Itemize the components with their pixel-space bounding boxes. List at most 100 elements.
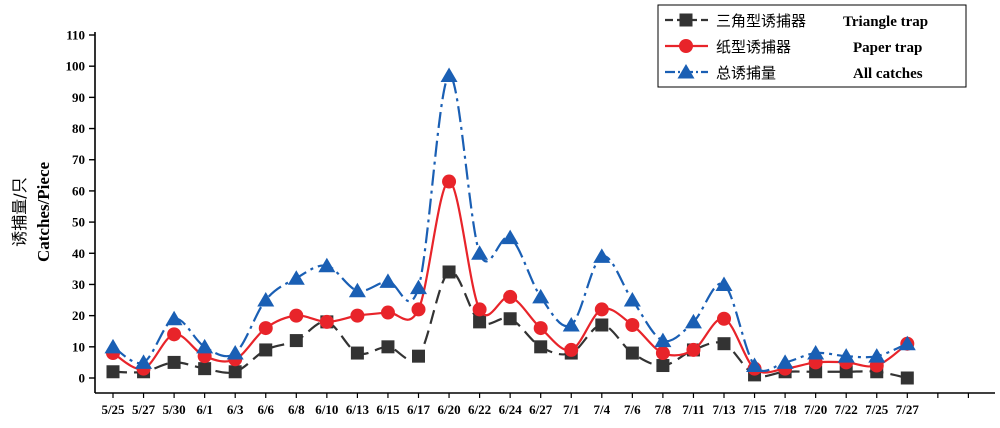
- y-tick-label-40: 40: [72, 246, 85, 261]
- data-point-all-catches-6-24: [501, 229, 519, 245]
- x-tick-label-5-25: 5/25: [101, 402, 125, 417]
- data-point-all-catches-5-27: [135, 354, 153, 369]
- legend-label-cn-triangle-trap: 三角型诱捕器: [716, 12, 806, 30]
- data-point-all-catches-6-17: [410, 279, 427, 295]
- data-point-paper-trap-6-10: [319, 314, 334, 329]
- data-point-paper-trap-7-8: [655, 346, 670, 361]
- data-point-all-catches-7-15: [746, 357, 764, 373]
- series-line-paper-trap: [112, 180, 908, 374]
- x-tick-label-6-27: 6/27: [529, 402, 553, 417]
- x-tick-label-6-20: 6/20: [437, 402, 460, 417]
- data-point-all-catches-7-1: [562, 316, 580, 332]
- data-point-triangle-trap-5-30: [167, 355, 181, 369]
- x-tick-label-7-27: 7/27: [896, 402, 920, 417]
- x-tick-label-7-18: 7/18: [774, 402, 798, 417]
- y-axis-title-en: Catches/Piece: [34, 162, 53, 263]
- data-point-paper-trap-6-20: [442, 174, 457, 189]
- y-tick-label-90: 90: [72, 90, 85, 105]
- y-tick-label-10: 10: [72, 339, 85, 354]
- data-point-all-catches-7-6: [623, 292, 641, 307]
- series-line-triangle-trap: [112, 270, 908, 380]
- data-point-all-catches-7-11: [684, 313, 702, 329]
- data-point-paper-trap-6-17: [411, 302, 426, 317]
- x-tick-label-5-27: 5/27: [132, 402, 156, 417]
- data-point-paper-trap-6-8: [289, 308, 304, 323]
- series-triangle-trap: [106, 265, 914, 385]
- data-point-all-catches-6-15: [379, 273, 397, 288]
- data-point-all-catches-6-8: [287, 270, 305, 285]
- legend-sample-all-catches: [665, 64, 708, 79]
- data-point-all-catches-7-8: [654, 332, 672, 348]
- x-tick-label-6-3: 6/3: [227, 402, 244, 417]
- data-point-paper-trap-7-11: [686, 342, 701, 357]
- y-tick-label-70: 70: [72, 152, 85, 167]
- x-tick-label-6-22: 6/22: [468, 402, 491, 417]
- data-point-paper-trap-6-13: [350, 308, 365, 323]
- data-point-paper-trap-6-22: [472, 302, 487, 317]
- x-tick-label-7-15: 7/15: [743, 402, 767, 417]
- x-tick-label-7-1: 7/1: [563, 402, 580, 417]
- legend-item-triangle-trap: 三角型诱捕器 Triangle trap: [665, 12, 928, 30]
- data-point-triangle-trap-6-24: [503, 312, 517, 326]
- y-tick-label-100: 100: [66, 59, 86, 74]
- data-point-all-catches-6-10: [318, 257, 336, 273]
- y-tick-label-30: 30: [72, 277, 85, 292]
- data-point-all-catches-5-30: [165, 310, 183, 326]
- data-point-all-catches-7-4: [593, 248, 611, 263]
- data-point-paper-trap-7-1: [564, 342, 579, 357]
- legend-sample-triangle-trap: [665, 13, 708, 27]
- data-point-triangle-trap-7-27: [900, 371, 914, 385]
- series-line-all-catches: [112, 74, 908, 372]
- data-point-all-catches-6-27: [532, 288, 550, 304]
- legend-sample-paper-trap: [665, 39, 708, 53]
- data-point-triangle-trap-5-25: [106, 365, 120, 379]
- data-point-triangle-trap-6-22: [473, 315, 487, 329]
- series-paper-trap: [106, 174, 915, 376]
- x-tick-label-5-30: 5/30: [163, 402, 186, 417]
- data-point-all-catches-7-25: [868, 348, 886, 363]
- legend-label-en-triangle-trap: Triangle trap: [843, 14, 928, 30]
- x-tick-label-7-22: 7/22: [835, 402, 858, 417]
- x-tick-label-7-8: 7/8: [655, 402, 672, 417]
- legend-item-all-catches: 总诱捕量 All catches: [665, 64, 923, 82]
- data-point-all-catches-7-18: [776, 354, 794, 369]
- legend-label-en-all-catches: All catches: [853, 66, 923, 82]
- axes: [94, 32, 995, 394]
- legend-marker-triangle-trap: [679, 13, 693, 27]
- data-point-triangle-trap-6-27: [534, 340, 548, 354]
- data-point-all-catches-6-22: [471, 245, 489, 260]
- x-tick-label-7-6: 7/6: [624, 402, 641, 417]
- data-point-all-catches-6-3: [226, 345, 244, 360]
- x-tick-label-6-24: 6/24: [499, 402, 523, 417]
- data-point-triangle-trap-6-17: [412, 349, 425, 363]
- data-point-triangle-trap-6-13: [350, 346, 364, 360]
- data-point-triangle-trap-7-6: [625, 346, 639, 360]
- x-tick-label-7-20: 7/20: [804, 402, 827, 417]
- data-point-all-catches-7-27: [898, 335, 916, 351]
- data-point-all-catches-7-20: [807, 345, 825, 360]
- y-tick-label-110: 110: [66, 28, 85, 43]
- data-point-paper-trap-6-24: [503, 289, 518, 304]
- x-tick-label-7-25: 7/25: [865, 402, 889, 417]
- data-point-all-catches-6-20: [440, 67, 458, 83]
- y-tick-label-80: 80: [72, 121, 85, 136]
- y-tick-label-50: 50: [72, 215, 85, 230]
- y-axis-ticks: 0 10 20 30 40 50 60 70 80 90 100 110: [66, 28, 95, 386]
- legend: 三角型诱捕器 Triangle trap 纸型诱捕器 Paper trap 总诱…: [657, 4, 967, 88]
- data-point-triangle-trap-6-3: [228, 365, 242, 379]
- data-point-all-catches-6-13: [348, 282, 366, 298]
- data-point-paper-trap-7-6: [625, 317, 640, 332]
- x-axis-ticks: 5/25 5/27 5/30 6/1 6/3 6/6 6/8 6/10 6/13 6/15 6/17…: [101, 393, 970, 417]
- data-point-all-catches-7-13: [715, 276, 733, 291]
- y-tick-label-20: 20: [72, 308, 85, 323]
- x-tick-label-7-11: 7/11: [682, 402, 704, 417]
- y-axis-title-cn: 诱捕量/只: [10, 177, 29, 246]
- data-point-triangle-trap-7-13: [717, 337, 731, 351]
- data-point-paper-trap-7-4: [594, 302, 609, 317]
- x-tick-label-6-10: 6/10: [315, 402, 338, 417]
- series-layer: [104, 67, 916, 385]
- data-point-triangle-trap-6-15: [381, 340, 395, 354]
- data-point-triangle-trap-7-8: [656, 359, 670, 373]
- data-point-all-catches-6-1: [196, 338, 214, 354]
- y-axis-title: 诱捕量/只 Catches/Piece: [10, 162, 53, 263]
